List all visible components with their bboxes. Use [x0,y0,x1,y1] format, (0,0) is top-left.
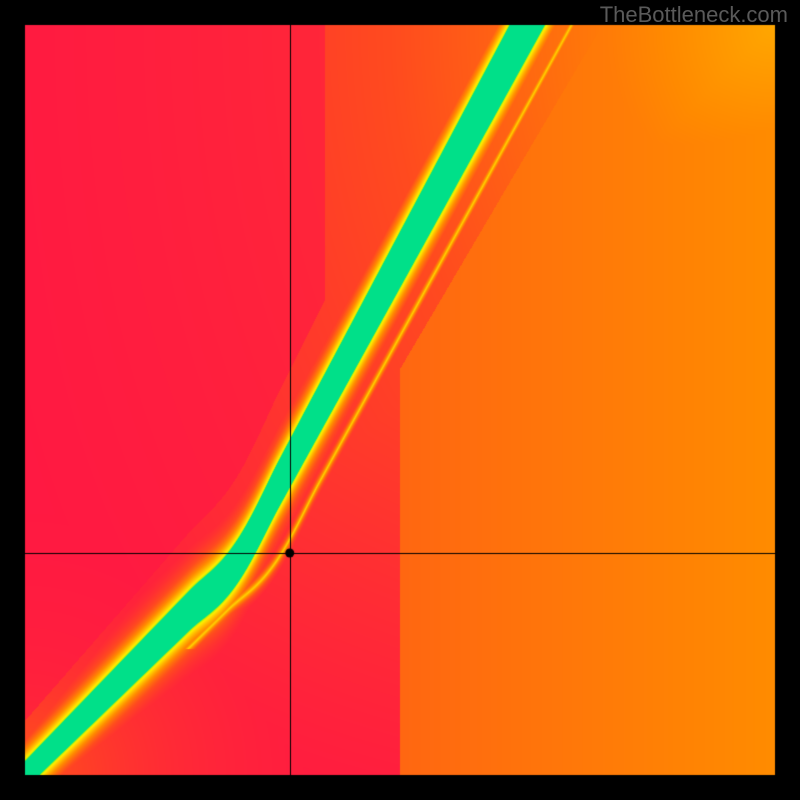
chart-root: TheBottleneck.com [0,0,800,800]
heatmap-canvas [0,0,800,800]
